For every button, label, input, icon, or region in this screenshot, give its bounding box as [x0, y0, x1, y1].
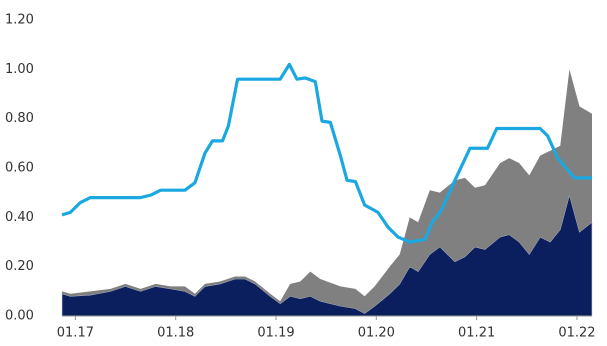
y-tick-label: 0.80 — [5, 111, 34, 126]
x-tick-label: 01.22 — [558, 326, 595, 341]
x-tick-label: 01.21 — [458, 326, 495, 341]
x-tick-label: 01.19 — [257, 326, 294, 341]
area — [62, 69, 592, 314]
x-tick-label: 01.20 — [358, 326, 395, 341]
x-tick-label: 01.18 — [157, 326, 194, 341]
x-tick-label: 01.17 — [57, 326, 94, 341]
y-tick-label: 1.20 — [5, 13, 34, 28]
y-tick-label: 0.20 — [5, 259, 34, 274]
y-tick-label: 0.60 — [5, 161, 34, 176]
y-tick-label: 0.40 — [5, 210, 34, 225]
y-tick-label: 1.00 — [5, 62, 34, 77]
line — [61, 62, 592, 244]
y-tick-label: 0.00 — [5, 309, 34, 324]
